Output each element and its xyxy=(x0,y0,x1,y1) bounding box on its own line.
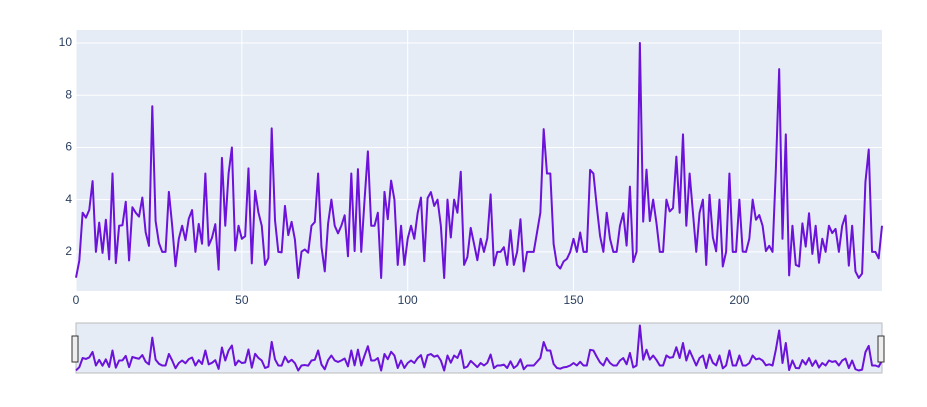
range-slider-line xyxy=(75,324,883,372)
x-tick-label: 150 xyxy=(564,293,584,307)
y-tick-label: 6 xyxy=(65,140,72,154)
y-tick-label: 2 xyxy=(65,244,72,258)
line xyxy=(75,42,883,279)
x-tick-label: 0 xyxy=(73,293,80,307)
y-tick-label: 4 xyxy=(65,192,72,206)
range-slider-handle[interactable] xyxy=(877,335,885,363)
y-tick-label: 8 xyxy=(65,87,72,101)
x-tick-label: 200 xyxy=(729,293,749,307)
x-tick-label: 100 xyxy=(398,293,418,307)
y-tick-label: 10 xyxy=(59,35,73,49)
range-slider-handle[interactable] xyxy=(71,335,79,363)
x-tick-label: 50 xyxy=(235,293,249,307)
